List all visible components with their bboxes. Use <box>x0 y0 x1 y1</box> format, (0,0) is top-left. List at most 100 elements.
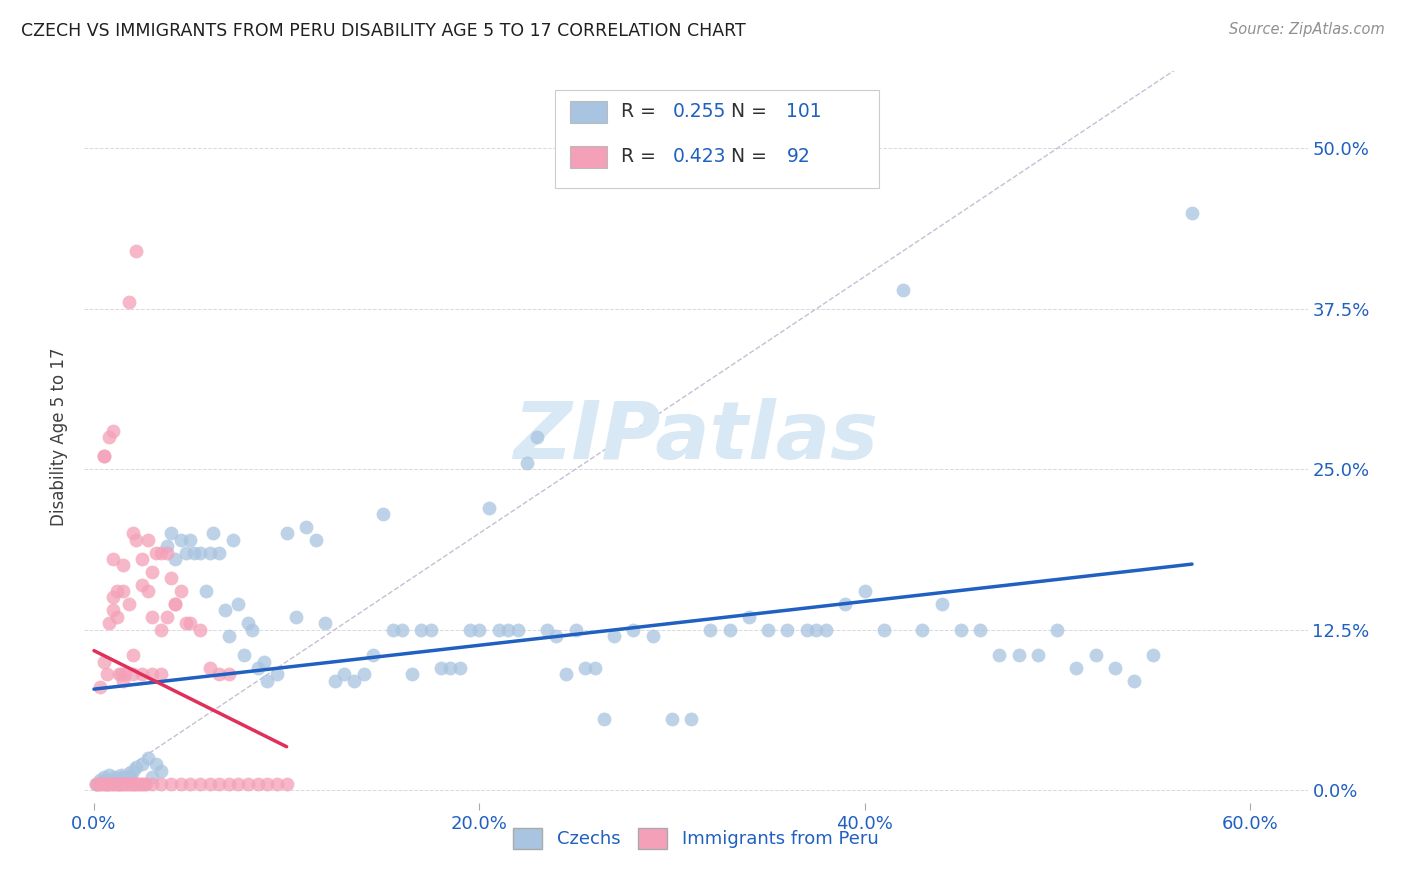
Point <box>115 772 138 787</box>
Text: R =: R = <box>621 102 662 121</box>
Point <box>136 584 159 599</box>
Point <box>295 520 318 534</box>
Point <box>853 584 876 599</box>
Point <box>156 545 179 559</box>
Point <box>276 526 298 541</box>
Point <box>104 776 127 790</box>
Point <box>333 667 356 681</box>
Point <box>208 667 231 681</box>
FancyBboxPatch shape <box>569 146 606 168</box>
Point <box>179 776 201 790</box>
Point <box>105 772 128 787</box>
Point <box>246 776 269 790</box>
Point <box>526 430 548 444</box>
Point <box>108 776 131 790</box>
Point <box>391 623 413 637</box>
Point <box>125 760 148 774</box>
Point <box>105 609 128 624</box>
Point <box>98 616 121 631</box>
Point <box>118 295 141 310</box>
Point <box>246 661 269 675</box>
Point <box>176 545 198 559</box>
Point <box>449 661 471 675</box>
Point <box>89 681 111 695</box>
Point <box>110 667 132 681</box>
Point <box>103 603 125 617</box>
Point <box>756 623 779 637</box>
Point <box>1007 648 1029 663</box>
Point <box>1066 661 1088 675</box>
Point <box>603 629 626 643</box>
Point <box>145 545 167 559</box>
Point <box>188 623 211 637</box>
Point <box>150 667 173 681</box>
Point <box>546 629 568 643</box>
Point <box>121 764 143 778</box>
Point <box>256 776 278 790</box>
Point <box>89 776 111 790</box>
Point <box>188 776 211 790</box>
Point <box>1046 623 1069 637</box>
Point <box>87 776 110 790</box>
Point <box>236 616 259 631</box>
Point <box>114 776 136 790</box>
Point <box>411 623 433 637</box>
Point <box>160 776 183 790</box>
Point <box>118 767 141 781</box>
Y-axis label: Disability Age 5 to 17: Disability Age 5 to 17 <box>51 348 69 526</box>
Point <box>343 673 366 688</box>
Point <box>124 776 146 790</box>
Point <box>1123 673 1146 688</box>
Point <box>198 661 221 675</box>
Point <box>129 776 152 790</box>
Point <box>583 661 606 675</box>
Point <box>873 623 896 637</box>
Point <box>87 776 110 790</box>
Point <box>108 667 131 681</box>
Point <box>105 584 128 599</box>
Point <box>111 558 134 573</box>
Point <box>114 667 136 681</box>
Point <box>931 597 953 611</box>
Point <box>228 776 250 790</box>
Point <box>141 667 163 681</box>
Point <box>136 533 159 547</box>
Point <box>1181 205 1204 219</box>
Point <box>110 767 132 781</box>
Point <box>156 609 179 624</box>
Point <box>118 597 141 611</box>
Point <box>371 507 394 521</box>
Point <box>593 712 616 726</box>
Text: R =: R = <box>621 147 662 167</box>
Point <box>121 648 143 663</box>
Point <box>814 623 837 637</box>
Point <box>555 667 578 681</box>
Point <box>104 770 127 784</box>
Text: 0.255: 0.255 <box>672 102 725 121</box>
Point <box>496 623 519 637</box>
Point <box>103 424 125 438</box>
Text: N =: N = <box>731 102 773 121</box>
Point <box>506 623 529 637</box>
Point <box>131 757 153 772</box>
Point <box>236 776 259 790</box>
Point <box>488 623 510 637</box>
Point <box>114 770 136 784</box>
Point <box>94 772 117 787</box>
Point <box>141 565 163 579</box>
Point <box>170 776 193 790</box>
Point <box>163 597 186 611</box>
Point <box>266 776 288 790</box>
Text: Source: ZipAtlas.com: Source: ZipAtlas.com <box>1229 22 1385 37</box>
Text: ZIPatlas: ZIPatlas <box>513 398 879 476</box>
Point <box>170 533 193 547</box>
Point <box>699 623 721 637</box>
Point <box>574 661 596 675</box>
Point <box>202 526 225 541</box>
Text: CZECH VS IMMIGRANTS FROM PERU DISABILITY AGE 5 TO 17 CORRELATION CHART: CZECH VS IMMIGRANTS FROM PERU DISABILITY… <box>21 22 745 40</box>
Point <box>218 629 240 643</box>
Point <box>228 597 250 611</box>
Point <box>478 500 501 515</box>
Point <box>304 533 326 547</box>
Point <box>188 545 211 559</box>
